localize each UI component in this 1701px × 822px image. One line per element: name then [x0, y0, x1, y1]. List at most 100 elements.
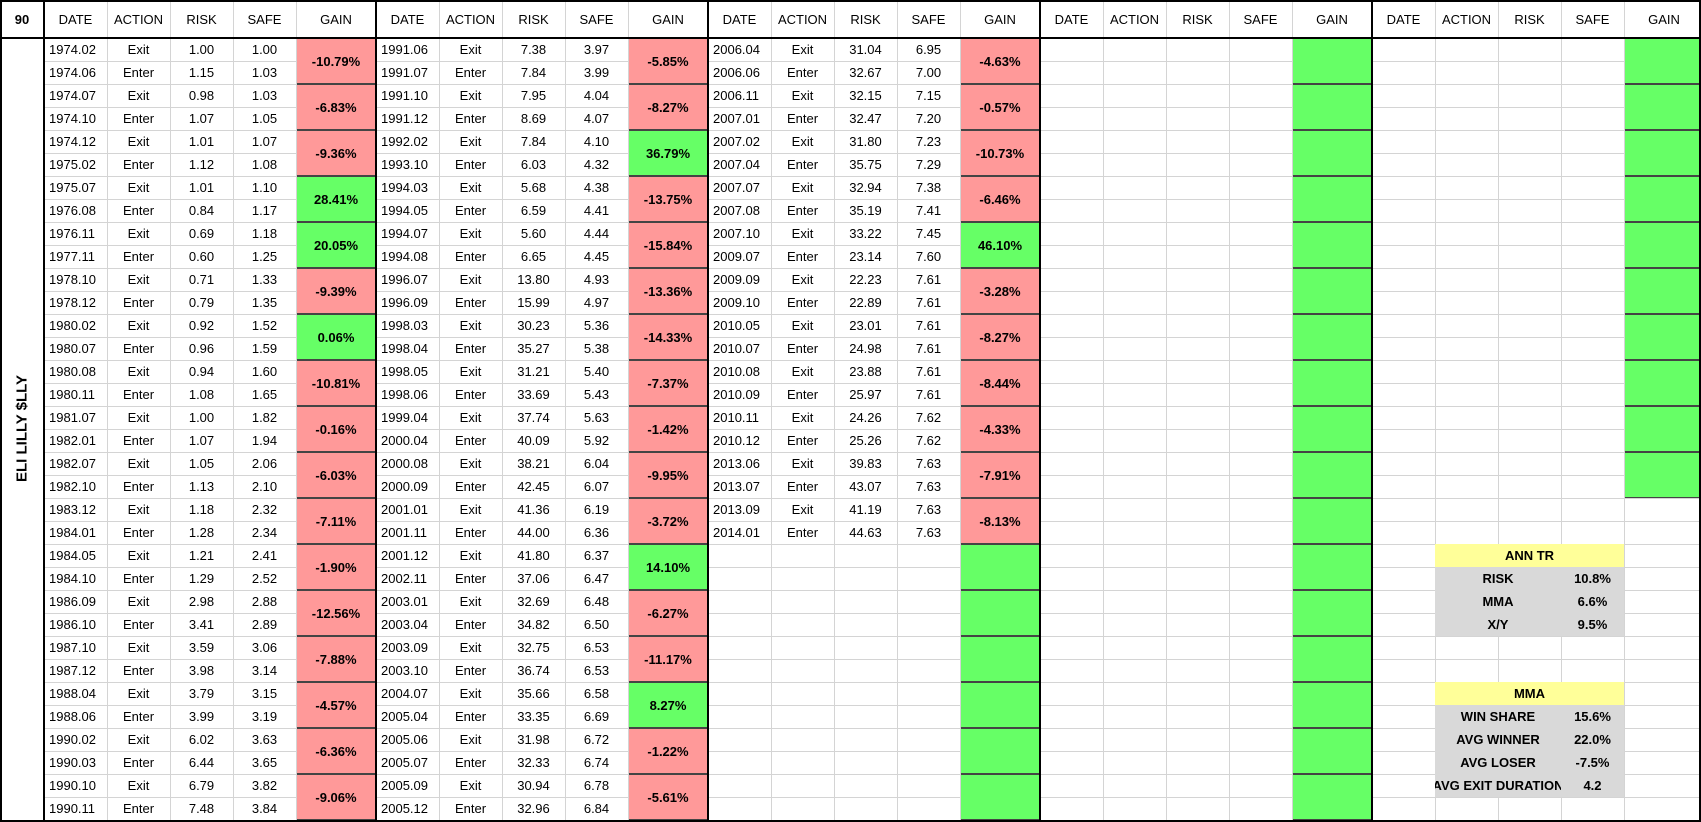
risk-cell[interactable]: 38.21: [517, 456, 550, 471]
risk-cell[interactable]: 7.95: [520, 88, 547, 103]
action-cell[interactable]: Exit: [791, 364, 814, 379]
gain-cell[interactable]: -6.36%: [296, 728, 376, 774]
action-cell[interactable]: Enter: [454, 525, 487, 540]
risk-cell[interactable]: 35.19: [849, 203, 882, 218]
action-cell[interactable]: Enter: [786, 111, 819, 126]
safe-cell[interactable]: 1.03: [251, 88, 278, 103]
safe-cell[interactable]: 3.19: [251, 709, 278, 724]
date-cell[interactable]: 1986.10: [49, 617, 96, 632]
gain-cell[interactable]: -1.90%: [296, 544, 376, 590]
gain-cell[interactable]: 8.27%: [628, 682, 708, 728]
safe-cell[interactable]: 3.15: [251, 686, 278, 701]
header-risk[interactable]: RISK: [518, 11, 549, 27]
gain-cell[interactable]: [1292, 728, 1372, 774]
safe-cell[interactable]: 7.41: [915, 203, 942, 218]
gain-cell[interactable]: [1292, 314, 1372, 360]
action-cell[interactable]: Enter: [454, 663, 487, 678]
safe-cell[interactable]: 7.62: [915, 433, 942, 448]
safe-cell[interactable]: 6.37: [583, 548, 610, 563]
action-cell[interactable]: Enter: [122, 709, 155, 724]
date-cell[interactable]: 1982.10: [49, 479, 96, 494]
gain-cell[interactable]: [1292, 544, 1372, 590]
header-action[interactable]: ACTION: [1441, 11, 1492, 27]
date-cell[interactable]: 1974.12: [49, 134, 96, 149]
risk-cell[interactable]: 23.01: [849, 318, 882, 333]
date-cell[interactable]: 2001.12: [381, 548, 428, 563]
date-cell[interactable]: 2005.07: [381, 755, 428, 770]
header-risk[interactable]: RISK: [1182, 11, 1213, 27]
action-cell[interactable]: Exit: [459, 88, 482, 103]
header-safe[interactable]: SAFE: [1575, 11, 1610, 27]
risk-cell[interactable]: 35.27: [517, 341, 550, 356]
risk-cell[interactable]: 0.69: [188, 226, 215, 241]
date-cell[interactable]: 1977.11: [49, 249, 96, 264]
gain-cell[interactable]: -7.88%: [296, 636, 376, 682]
risk-cell[interactable]: 32.94: [849, 180, 882, 195]
risk-cell[interactable]: 1.05: [188, 456, 215, 471]
date-cell[interactable]: 1983.12: [49, 502, 96, 517]
action-cell[interactable]: Enter: [122, 525, 155, 540]
gain-cell[interactable]: -11.17%: [628, 636, 708, 682]
date-cell[interactable]: 1991.07: [381, 65, 428, 80]
safe-cell[interactable]: 7.29: [915, 157, 942, 172]
action-cell[interactable]: Enter: [786, 433, 819, 448]
action-cell[interactable]: Enter: [122, 571, 155, 586]
safe-cell[interactable]: 7.61: [915, 295, 942, 310]
date-cell[interactable]: 2000.08: [381, 456, 428, 471]
action-cell[interactable]: Exit: [459, 548, 482, 563]
risk-cell[interactable]: 31.21: [517, 364, 550, 379]
risk-cell[interactable]: 43.07: [849, 479, 882, 494]
risk-cell[interactable]: 6.59: [520, 203, 547, 218]
gain-cell[interactable]: -0.16%: [296, 406, 376, 452]
gain-cell[interactable]: [1624, 314, 1701, 360]
action-cell[interactable]: Exit: [459, 180, 482, 195]
risk-cell[interactable]: 37.74: [517, 410, 550, 425]
risk-cell[interactable]: 1.00: [188, 410, 215, 425]
action-cell[interactable]: Enter: [122, 801, 155, 816]
action-cell[interactable]: Exit: [459, 686, 482, 701]
header-risk[interactable]: RISK: [850, 11, 881, 27]
action-cell[interactable]: Exit: [791, 318, 814, 333]
gain-cell[interactable]: [1624, 406, 1701, 452]
action-cell[interactable]: Exit: [791, 410, 814, 425]
gain-cell[interactable]: -3.72%: [628, 498, 708, 544]
gain-cell[interactable]: 36.79%: [628, 130, 708, 176]
gain-cell[interactable]: [1292, 406, 1372, 452]
safe-cell[interactable]: 6.78: [583, 778, 610, 793]
action-cell[interactable]: Exit: [127, 594, 150, 609]
date-cell[interactable]: 2002.11: [381, 571, 428, 586]
safe-cell[interactable]: 1.65: [251, 387, 278, 402]
risk-cell[interactable]: 0.84: [188, 203, 215, 218]
risk-cell[interactable]: 1.07: [188, 433, 215, 448]
date-cell[interactable]: 1994.05: [381, 203, 428, 218]
date-cell[interactable]: 1990.02: [49, 732, 96, 747]
gain-cell[interactable]: [1292, 636, 1372, 682]
header-action[interactable]: ACTION: [1109, 11, 1160, 27]
risk-cell[interactable]: 32.75: [517, 640, 550, 655]
date-cell[interactable]: 1974.02: [49, 42, 96, 57]
risk-cell[interactable]: 24.98: [849, 341, 882, 356]
action-cell[interactable]: Exit: [127, 548, 150, 563]
date-cell[interactable]: 1978.10: [49, 272, 96, 287]
safe-cell[interactable]: 2.06: [251, 456, 278, 471]
header-action[interactable]: ACTION: [445, 11, 496, 27]
header-risk[interactable]: RISK: [1514, 11, 1545, 27]
safe-cell[interactable]: 3.84: [251, 801, 278, 816]
risk-cell[interactable]: 32.67: [849, 65, 882, 80]
action-cell[interactable]: Exit: [459, 456, 482, 471]
safe-cell[interactable]: 4.45: [583, 249, 610, 264]
safe-cell[interactable]: 2.32: [251, 502, 278, 517]
gain-cell[interactable]: -0.57%: [960, 84, 1040, 130]
safe-cell[interactable]: 7.15: [915, 88, 942, 103]
gain-cell[interactable]: [960, 544, 1040, 590]
action-cell[interactable]: Enter: [122, 387, 155, 402]
date-cell[interactable]: 1996.09: [381, 295, 428, 310]
gain-cell[interactable]: [1292, 130, 1372, 176]
date-cell[interactable]: 2007.10: [713, 226, 760, 241]
safe-cell[interactable]: 1.33: [251, 272, 278, 287]
safe-cell[interactable]: 7.61: [915, 318, 942, 333]
gain-cell[interactable]: -9.36%: [296, 130, 376, 176]
risk-cell[interactable]: 3.59: [188, 640, 215, 655]
gain-cell[interactable]: -13.36%: [628, 268, 708, 314]
risk-cell[interactable]: 1.13: [188, 479, 215, 494]
